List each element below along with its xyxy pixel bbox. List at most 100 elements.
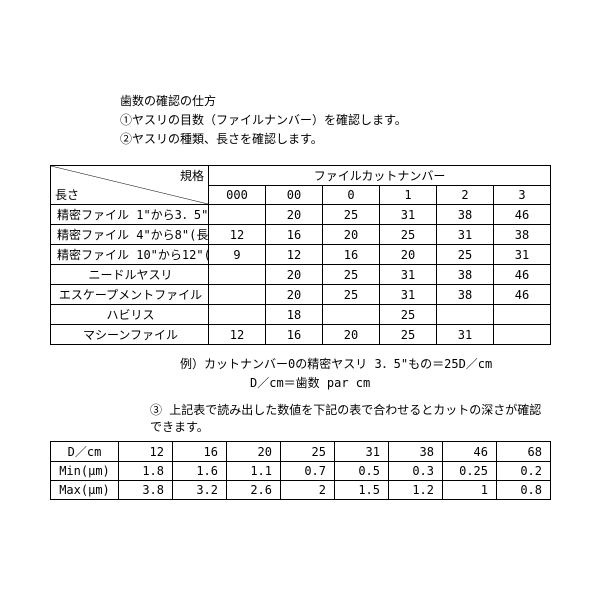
- cell: 68: [497, 442, 551, 462]
- cell: [209, 265, 266, 285]
- cell: 46: [443, 442, 497, 462]
- col-header: 0: [323, 186, 380, 205]
- table-row: マシーンファイル1216202531: [51, 325, 551, 345]
- table-row: ハビリス1825: [51, 305, 551, 325]
- cell: 46: [494, 205, 551, 225]
- row-label: Max(μm): [51, 481, 119, 500]
- cell: 0.5: [335, 462, 389, 481]
- col-header: 000: [209, 186, 266, 205]
- note-3: ③ 上記表で読み出した数値を下記の表で合わせるとカットの深さが確認できます。: [150, 401, 550, 435]
- cell: 31: [494, 245, 551, 265]
- cell: 25: [380, 325, 437, 345]
- intro-block: 歯数の確認の仕方 ①ヤスリの目数（ファイルナンバー）を確認します。 ②ヤスリの種…: [120, 92, 550, 147]
- col-header: 2: [437, 186, 494, 205]
- example-line-2: D／cm＝歯数 par cm: [250, 374, 550, 391]
- cell: [209, 305, 266, 325]
- cell: 31: [380, 265, 437, 285]
- diag-header: 規格長さ: [51, 166, 209, 205]
- cell: 20: [323, 325, 380, 345]
- table-row: 精密ファイル 4"から8"(長さ)121620253138: [51, 225, 551, 245]
- cell: 20: [266, 205, 323, 225]
- cell: 3.8: [119, 481, 173, 500]
- cell: 16: [173, 442, 227, 462]
- col-header: 3: [494, 186, 551, 205]
- cell: 9: [209, 245, 266, 265]
- row-label: 精密ファイル 4"から8"(長さ): [51, 225, 209, 245]
- table-row: D／cm1216202531384668: [51, 442, 551, 462]
- cell: 46: [494, 285, 551, 305]
- cell: 1.6: [173, 462, 227, 481]
- cell: [209, 285, 266, 305]
- cell: 46: [494, 265, 551, 285]
- cell: 12: [209, 225, 266, 245]
- cell: 38: [494, 225, 551, 245]
- cell: 25: [380, 305, 437, 325]
- depth-table: D／cm1216202531384668Min(μm)1.81.61.10.70…: [50, 441, 551, 500]
- cell: 31: [380, 205, 437, 225]
- intro-line-1: 歯数の確認の仕方: [120, 92, 550, 109]
- cell: 25: [323, 205, 380, 225]
- cell: 38: [389, 442, 443, 462]
- col-header: 1: [380, 186, 437, 205]
- table-row: Max(μm)3.83.22.621.51.210.8: [51, 481, 551, 500]
- cell: 25: [281, 442, 335, 462]
- cell: 12: [209, 325, 266, 345]
- row-label: エスケープメントファイル: [51, 285, 209, 305]
- cell: 18: [266, 305, 323, 325]
- cell: 0.2: [497, 462, 551, 481]
- intro-line-2: ①ヤスリの目数（ファイルナンバー）を確認します。: [120, 111, 550, 128]
- cell: [494, 305, 551, 325]
- col-group-header: ファイルカットナンバー: [209, 166, 551, 186]
- cell: 31: [335, 442, 389, 462]
- diag-bottom: 長さ: [55, 186, 79, 203]
- cell: [209, 205, 266, 225]
- cell: 0.3: [389, 462, 443, 481]
- cell: 38: [437, 265, 494, 285]
- cell: 16: [266, 325, 323, 345]
- cell: 1.5: [335, 481, 389, 500]
- cell: 12: [119, 442, 173, 462]
- cell: [494, 325, 551, 345]
- cell: 1.2: [389, 481, 443, 500]
- cell: 12: [266, 245, 323, 265]
- table-row: 精密ファイル 1"から3．5"(長さ) 2025313846: [51, 205, 551, 225]
- cell: 20: [266, 285, 323, 305]
- table-row: Min(μm)1.81.61.10.70.50.30.250.2: [51, 462, 551, 481]
- cell: 0.25: [443, 462, 497, 481]
- cell: 2: [281, 481, 335, 500]
- col-header: 00: [266, 186, 323, 205]
- cell: 20: [380, 245, 437, 265]
- row-label: 精密ファイル 10"から12"(長さ): [51, 245, 209, 265]
- row-label: マシーンファイル: [51, 325, 209, 345]
- cell: 3.2: [173, 481, 227, 500]
- table-row: 精密ファイル 10"から12"(長さ)91216202531: [51, 245, 551, 265]
- cell: 31: [437, 325, 494, 345]
- row-label: 精密ファイル 1"から3．5"(長さ): [51, 205, 209, 225]
- table-row: エスケープメントファイル 2025313846: [51, 285, 551, 305]
- cell: 16: [323, 245, 380, 265]
- cell: 20: [227, 442, 281, 462]
- cell: 1: [443, 481, 497, 500]
- cell: 31: [437, 225, 494, 245]
- cell: 20: [323, 225, 380, 245]
- file-cut-number-table: 規格長さファイルカットナンバー000000123精密ファイル 1"から3．5"(…: [50, 165, 551, 345]
- intro-line-3: ②ヤスリの種類、長さを確認します。: [120, 130, 550, 147]
- cell: 31: [380, 285, 437, 305]
- row-label: D／cm: [51, 442, 119, 462]
- row-label: ニードルヤスリ: [51, 265, 209, 285]
- example-block: 例）カットナンバー0の精密ヤスリ 3．5"もの＝25D／cm D／cm＝歯数 p…: [180, 355, 550, 391]
- cell: 16: [266, 225, 323, 245]
- cell: 38: [437, 205, 494, 225]
- cell: 2.6: [227, 481, 281, 500]
- cell: 25: [323, 265, 380, 285]
- cell: 38: [437, 285, 494, 305]
- cell: 0.8: [497, 481, 551, 500]
- cell: 25: [323, 285, 380, 305]
- table-row: ニードルヤスリ 2025313846: [51, 265, 551, 285]
- row-label: Min(μm): [51, 462, 119, 481]
- cell: [437, 305, 494, 325]
- cell: 0.7: [281, 462, 335, 481]
- cell: 20: [266, 265, 323, 285]
- diag-top: 規格: [180, 167, 204, 184]
- cell: [323, 305, 380, 325]
